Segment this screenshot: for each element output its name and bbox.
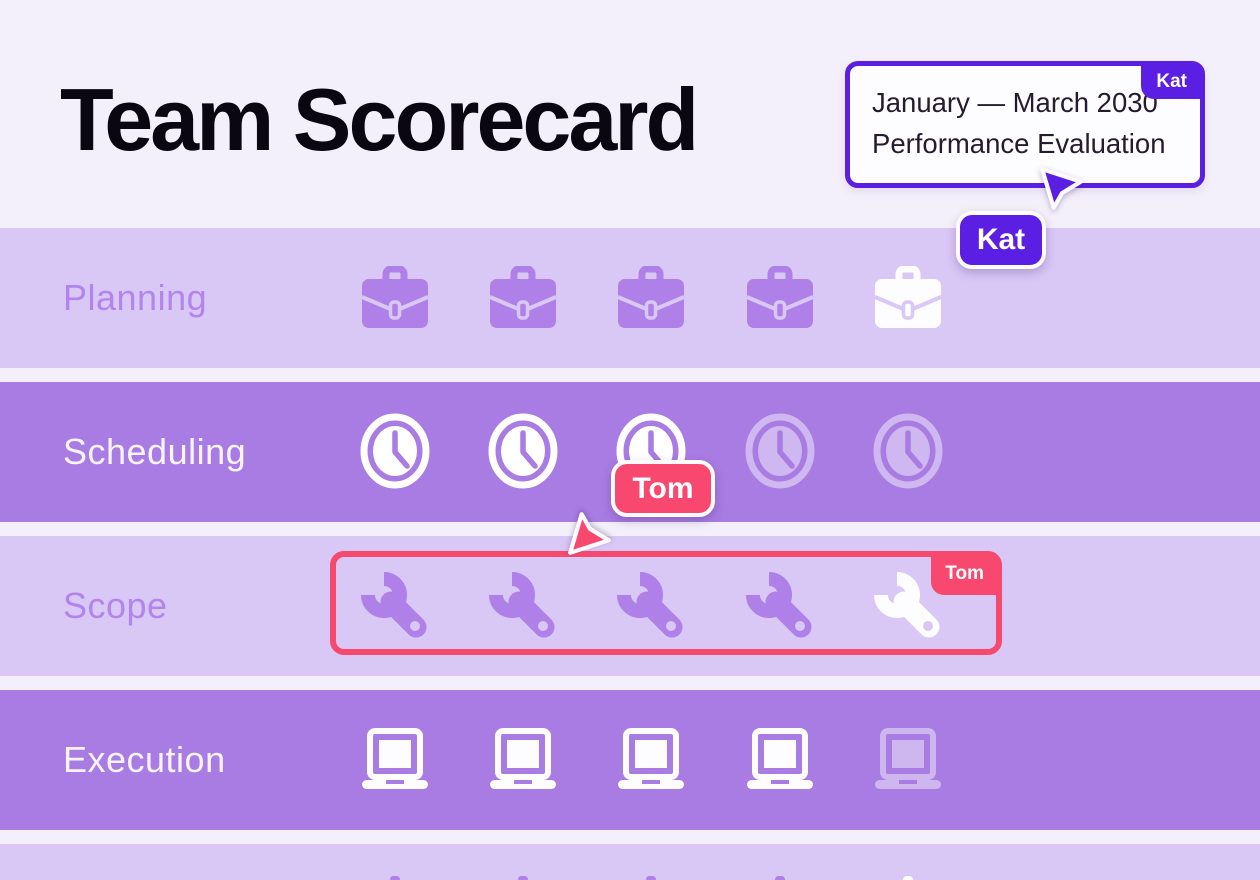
kat-name-badge: Kat (956, 211, 1046, 269)
row-planning: Planning (0, 228, 1260, 368)
kat-cursor-icon (1040, 167, 1083, 210)
page-title: Team Scorecard (60, 70, 699, 169)
tom-selection-box[interactable]: Tom (330, 551, 1002, 655)
tom-selection-tag: Tom (931, 555, 998, 595)
tip-icon[interactable] (516, 872, 530, 880)
row-scheduling: Scheduling (0, 382, 1260, 522)
clock-icon[interactable] (487, 412, 559, 495)
clock-icon[interactable] (359, 412, 431, 495)
row-label-scheduling: Scheduling (63, 431, 247, 472)
clock-icon[interactable] (744, 412, 816, 495)
comment-box[interactable]: Kat January — March 2030 Performance Eva… (845, 61, 1205, 188)
briefcase-icon[interactable] (873, 265, 943, 335)
wrench-icon[interactable] (356, 567, 434, 650)
row-execution: Execution (0, 690, 1260, 830)
laptop-icon[interactable] (741, 728, 819, 797)
comment-line-2: Performance Evaluation (872, 128, 1166, 159)
wrench-icon[interactable] (869, 567, 947, 650)
tip-icon[interactable] (773, 872, 787, 880)
laptop-icon[interactable] (612, 728, 690, 797)
tip-icon[interactable] (388, 872, 402, 880)
row-label-scope: Scope (63, 585, 168, 626)
row-partial (0, 844, 1260, 880)
laptop-icon[interactable] (869, 728, 947, 797)
wrench-icon[interactable] (612, 567, 690, 650)
briefcase-icon[interactable] (488, 265, 558, 335)
tom-name-badge: Tom (611, 460, 715, 517)
tip-icon[interactable] (644, 872, 658, 880)
wrench-icon[interactable] (741, 567, 819, 650)
tip-icon[interactable] (901, 872, 915, 880)
comment-line-1: January — March 2030 (872, 87, 1158, 118)
comment-author-tab: Kat (1141, 64, 1202, 99)
briefcase-icon[interactable] (360, 265, 430, 335)
clock-icon[interactable] (872, 412, 944, 495)
briefcase-icon[interactable] (745, 265, 815, 335)
laptop-icon[interactable] (484, 728, 562, 797)
row-label-planning: Planning (63, 277, 208, 318)
laptop-icon[interactable] (356, 728, 434, 797)
wrench-icon[interactable] (484, 567, 562, 650)
tom-cursor-icon (568, 512, 611, 555)
row-label-execution: Execution (63, 739, 226, 780)
briefcase-icon[interactable] (616, 265, 686, 335)
